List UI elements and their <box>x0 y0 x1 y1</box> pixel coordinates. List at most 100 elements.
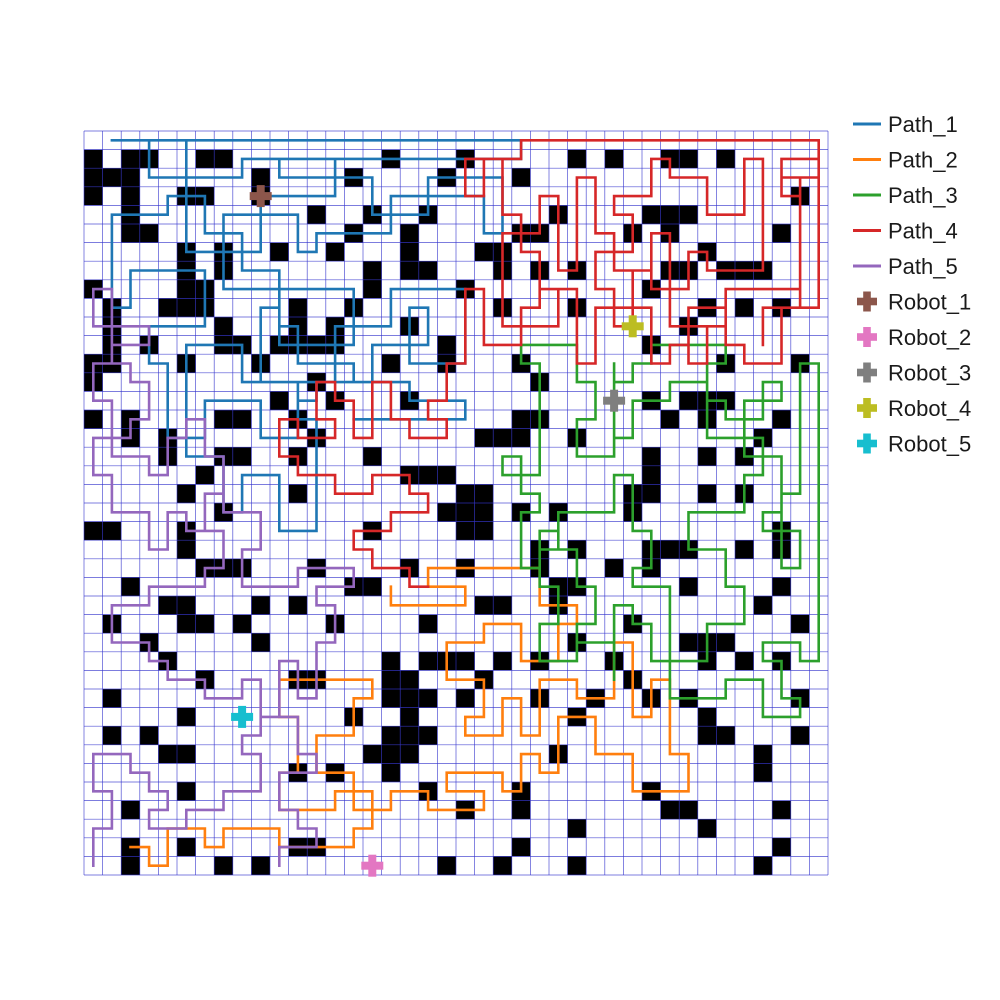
obstacle-cell <box>474 596 494 615</box>
obstacle-cell <box>121 149 140 169</box>
legend-label: Path_5 <box>888 254 958 279</box>
robot-4-marker <box>621 315 644 338</box>
legend-label: Robot_2 <box>888 325 971 350</box>
obstacle-cell <box>679 800 698 820</box>
obstacle-cell <box>418 651 438 671</box>
obstacle-cell <box>158 596 177 615</box>
obstacle-cell <box>121 800 140 820</box>
obstacle-cell <box>177 540 196 559</box>
obstacle-cell <box>642 205 661 224</box>
obstacle-cell <box>158 298 177 317</box>
obstacle-cell <box>418 689 438 708</box>
obstacle-cell <box>363 279 382 299</box>
obstacle-cell <box>753 596 773 615</box>
legend-label: Path_2 <box>888 148 958 173</box>
obstacle-cell <box>418 614 438 634</box>
obstacle-cell <box>493 651 512 671</box>
obstacle-cell <box>232 614 252 634</box>
obstacle-cell <box>493 428 512 448</box>
obstacle-cell <box>139 726 159 745</box>
robot-5-marker <box>231 705 254 728</box>
obstacle-cell <box>325 242 345 262</box>
obstacle-cell <box>679 149 698 169</box>
obstacle-cell <box>437 856 456 875</box>
legend-swatch-plus <box>857 433 877 454</box>
obstacle-cell <box>660 540 680 559</box>
obstacle-cell <box>511 410 531 429</box>
obstacle-cell <box>363 447 382 466</box>
obstacle-cell <box>400 242 419 262</box>
obstacle-cell <box>363 261 382 280</box>
obstacle-cell <box>251 168 270 187</box>
obstacle-cell <box>456 689 475 708</box>
obstacle-cell <box>493 596 512 615</box>
robot-layer <box>231 185 644 877</box>
obstacle-cell <box>456 503 475 522</box>
obstacle-cell <box>214 856 233 875</box>
obstacle-cell <box>567 819 587 838</box>
obstacle-cell <box>121 577 140 596</box>
obstacle-cell <box>84 186 103 206</box>
obstacle-cell <box>474 503 494 522</box>
obstacle-cell <box>363 744 382 764</box>
grid-layer <box>83 130 829 876</box>
obstacle-cell <box>400 689 419 708</box>
obstacle-cell <box>716 149 735 169</box>
obstacle-cell <box>604 149 624 169</box>
obstacle-cell <box>381 689 401 708</box>
obstacle-cell <box>381 651 401 671</box>
legend-swatch-plus <box>857 291 877 312</box>
obstacle-cell <box>195 149 215 169</box>
obstacle-cell <box>121 856 140 875</box>
obstacle-cell <box>214 317 233 336</box>
obstacle-cell <box>381 670 401 689</box>
obstacle-cell <box>232 410 252 429</box>
obstacle-cell <box>102 726 122 745</box>
obstacle-cell <box>474 428 494 448</box>
obstacle-cell <box>642 447 661 466</box>
obstacle-cell <box>511 428 531 448</box>
obstacle-cell <box>177 782 196 801</box>
obstacle-cell <box>84 168 103 187</box>
obstacle-cell <box>437 335 456 355</box>
obstacle-cell <box>214 149 233 169</box>
obstacle-cell <box>195 465 215 485</box>
obstacle-cell <box>270 242 289 262</box>
obstacle-cell <box>474 242 494 262</box>
legend-label: Robot_4 <box>888 396 971 421</box>
legend-label: Robot_5 <box>888 432 971 457</box>
obstacle-cell <box>567 149 587 169</box>
obstacle-cell <box>642 484 661 503</box>
robot-3-marker <box>603 389 626 412</box>
obstacle-cell <box>84 521 103 541</box>
legend-label: Robot_1 <box>888 290 971 315</box>
path-layer <box>92 139 821 868</box>
obstacle-cell <box>772 410 791 429</box>
obstacle-cell <box>400 744 419 764</box>
obstacle-cell <box>511 800 531 820</box>
obstacle-cell <box>493 856 512 875</box>
obstacle-cell <box>716 726 735 745</box>
obstacle-cell <box>511 168 531 187</box>
obstacle-cell <box>437 465 456 485</box>
obstacle-cell <box>679 391 698 410</box>
obstacle-cell <box>232 447 252 466</box>
obstacle-cell <box>177 298 196 317</box>
obstacle-cell <box>679 205 698 224</box>
obstacle-cell <box>456 484 475 503</box>
obstacle-cell <box>697 484 717 503</box>
obstacle-cell <box>456 521 475 541</box>
obstacle-cell <box>102 689 122 708</box>
obstacle-cell <box>772 577 791 596</box>
obstacle-cell <box>251 856 270 875</box>
obstacle-cell <box>735 540 754 559</box>
obstacle-cell <box>288 596 308 615</box>
obstacle-cell <box>381 744 401 764</box>
obstacle-cell <box>772 224 791 243</box>
obstacle-cell <box>400 707 419 727</box>
obstacle-cell <box>474 521 494 541</box>
obstacle-cell <box>400 261 419 280</box>
obstacle-cell <box>474 484 494 503</box>
obstacle-cell <box>84 410 103 429</box>
